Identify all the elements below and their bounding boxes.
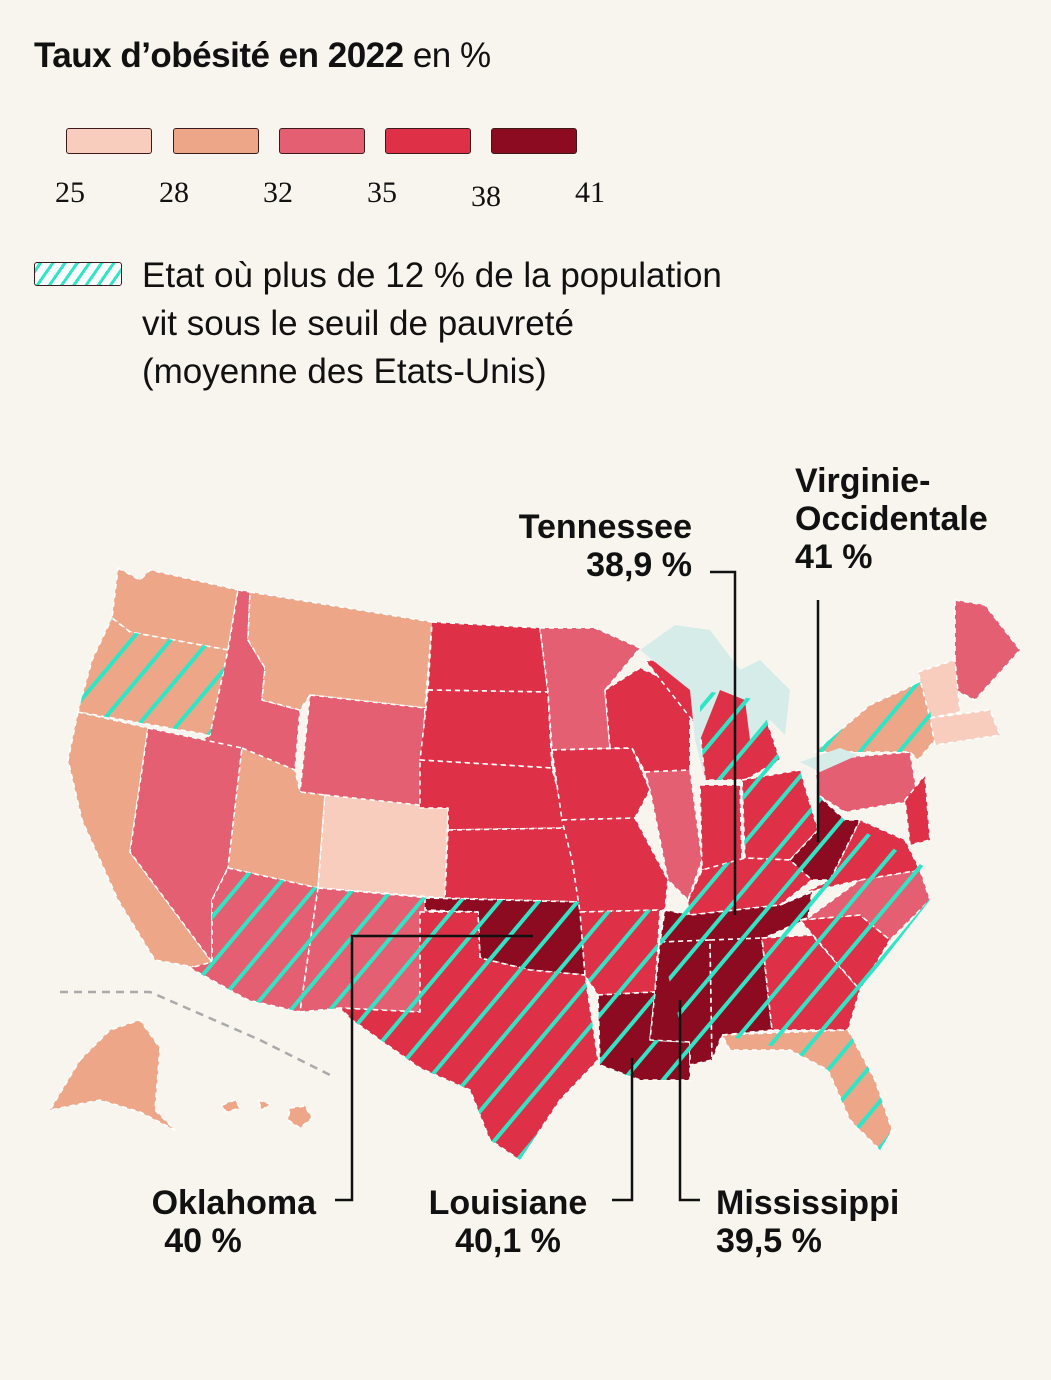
callout-tennessee-value: 38,9 % (586, 546, 692, 584)
state-missouri (561, 817, 669, 913)
map-title: Taux d’obésité en 2022 en % (34, 36, 491, 76)
callout-west-virginia-name1: Virginie- (795, 462, 931, 500)
poverty-legend-line3: (moyenne des Etats-Unis) (142, 352, 547, 391)
hatch-oregon (78, 618, 228, 735)
leader-oklahoma (335, 934, 533, 1202)
scale-swatch-5 (491, 128, 577, 154)
state-kansas (444, 827, 581, 903)
hatch-south-central (340, 898, 598, 1160)
state-alaska (49, 1019, 176, 1131)
state-wyoming (299, 694, 426, 809)
callout-oklahoma-name: Oklahoma (151, 1184, 316, 1222)
state-california (67, 711, 213, 969)
title-unit: en % (412, 36, 491, 75)
callout-oklahoma-value: 40 % (164, 1222, 242, 1260)
state-south-dakota (419, 689, 553, 769)
state-minnesota (539, 627, 641, 751)
state-hawaii (221, 1099, 313, 1129)
callout-louisiana-value: 40,1 % (455, 1222, 561, 1260)
scale-tick-41: 41 (575, 176, 605, 209)
callout-west-virginia: Virginie- Occidentale 41 % (795, 462, 988, 576)
state-illinois (644, 769, 703, 901)
inset-separator (60, 990, 331, 1077)
callout-louisiana: Louisiane 40,1 % (418, 1184, 598, 1260)
leader-louisiana (612, 1058, 634, 1202)
state-mid-atlantic (904, 774, 931, 846)
poverty-legend-text: Etat où plus de 12 % de la population vi… (142, 252, 862, 396)
callout-mississippi-name: Mississippi (716, 1184, 900, 1222)
state-nebraska (419, 759, 569, 831)
poverty-hatch-swatch (34, 262, 122, 286)
scale-tick-38: 38 (471, 180, 501, 213)
callout-tennessee-name: Tennessee (518, 508, 692, 546)
callout-louisiana-name: Louisiane (428, 1184, 588, 1222)
state-montana (247, 591, 433, 711)
scale-tick-35: 35 (367, 176, 397, 209)
scale-tick-32: 32 (263, 176, 293, 209)
callout-mississippi-value: 39,5 % (716, 1222, 822, 1260)
callout-west-virginia-value: 41 % (795, 538, 873, 576)
scale-swatch-4 (385, 128, 471, 154)
callout-west-virginia-name2: Occidentale (795, 500, 988, 538)
callout-oklahoma: Oklahoma 40 % (100, 1184, 316, 1260)
poverty-legend-line1: Etat où plus de 12 % de la population (142, 256, 722, 295)
hatch-michigan-ohio (700, 690, 818, 860)
state-iowa (551, 747, 651, 821)
callout-tennessee: Tennessee 38,9 % (470, 508, 692, 584)
scale-swatch-2 (173, 128, 259, 154)
scale-swatch-3 (279, 128, 365, 154)
scale-swatch-1 (66, 128, 152, 154)
hatch-new-york (815, 680, 935, 760)
poverty-legend-line2: vit sous le seuil de pauvreté (142, 304, 574, 343)
leader-tennessee (710, 570, 737, 915)
state-colorado (317, 794, 449, 899)
callout-mississippi: Mississippi 39,5 % (716, 1184, 899, 1260)
state-north-dakota (427, 621, 549, 693)
hatch-southwest (190, 868, 430, 1012)
scale-tick-28: 28 (159, 176, 189, 209)
state-maine (954, 599, 1021, 701)
scale-tick-25: 25 (55, 176, 85, 209)
hatch-southeast (660, 795, 930, 1150)
title-main: Taux d’obésité en 2022 (34, 36, 404, 75)
hatch-arkansas-louisiana (580, 910, 690, 1080)
leader-mississippi (678, 1000, 700, 1202)
